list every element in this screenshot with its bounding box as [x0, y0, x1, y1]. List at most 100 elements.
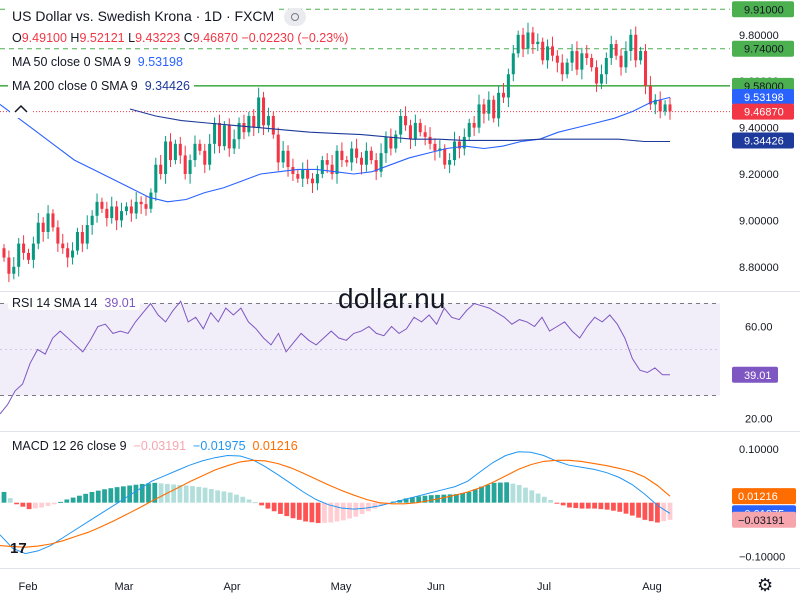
macd-bar: [629, 502, 635, 516]
macd-bar: [460, 493, 466, 503]
macd-bar: [598, 502, 604, 510]
macd-bar: [14, 502, 19, 505]
macd-bar: [284, 502, 290, 517]
candle: [497, 92, 501, 119]
candle: [330, 164, 334, 174]
macd-bar: [158, 483, 164, 503]
candle: [374, 160, 378, 172]
candle: [399, 116, 403, 135]
rsi-legend[interactable]: RSI 14 SMA 14 39.01: [8, 296, 140, 310]
candle: [66, 248, 70, 258]
candle: [359, 157, 364, 165]
candle: [105, 208, 109, 219]
macd-bar: [535, 493, 541, 503]
candle: [541, 41, 545, 61]
macd-bar: [45, 502, 51, 506]
candle: [482, 104, 486, 114]
macd-bar: [196, 486, 202, 503]
macd-bar: [227, 492, 233, 503]
candle: [257, 97, 261, 128]
time-tick-label: Jun: [427, 581, 445, 593]
candle: [658, 99, 662, 112]
macd-bar: [334, 502, 340, 522]
candle: [203, 150, 207, 165]
ma50-legend[interactable]: MA 50 close 0 SMA 9 9.53198: [8, 55, 187, 69]
candle: [462, 136, 466, 149]
watermark: dollar.nu: [338, 283, 446, 314]
level-badge-text: 9.74000: [744, 44, 784, 56]
candle: [555, 55, 559, 63]
macd-bar: [497, 482, 503, 503]
candle: [95, 201, 99, 216]
macd-bar: [585, 502, 591, 509]
macd-bar: [39, 502, 45, 508]
candle: [183, 155, 187, 174]
collapse-legend-button[interactable]: [10, 100, 32, 118]
macd-bar: [152, 482, 158, 503]
candle: [668, 104, 672, 112]
candle: [178, 143, 182, 156]
high-label: H: [70, 31, 80, 45]
macd-bar: [523, 487, 528, 503]
candle: [154, 164, 158, 193]
candle: [36, 222, 40, 244]
macd-bar: [246, 499, 252, 503]
candle: [413, 122, 417, 140]
macd-bar: [26, 502, 32, 510]
macd-bar: [315, 502, 321, 524]
macd-bar: [177, 484, 183, 503]
macd-bar: [667, 502, 673, 520]
candle: [453, 141, 457, 161]
tradingview-logo[interactable]: 17: [10, 540, 27, 557]
price-tick-label: 9.40000: [739, 123, 779, 135]
macd-bar: [108, 488, 114, 503]
macd-badge: [732, 488, 796, 505]
chevron-up-icon: [14, 104, 28, 113]
candle: [472, 122, 476, 128]
symbol-title[interactable]: US Dollar vs. Swedish Krona · 1D · FXCM: [8, 8, 279, 24]
eye-icon[interactable]: [284, 8, 307, 27]
candle: [306, 169, 310, 179]
macd-legend[interactable]: MACD 12 26 close 9 −0.03191 −0.01975 0.0…: [8, 439, 302, 453]
macd-bar: [516, 484, 522, 503]
macd-bar: [296, 502, 302, 520]
macd-bar: [58, 501, 63, 503]
macd-bar: [453, 494, 459, 503]
ma200-legend[interactable]: MA 200 close 0 SMA 9 9.34426: [8, 79, 194, 93]
macd-bar: [309, 502, 315, 523]
price-tick-label: 9.20000: [739, 169, 779, 181]
macd-bar: [466, 491, 472, 503]
symbol-header[interactable]: US Dollar vs. Swedish Krona · 1D · FXCM: [8, 8, 307, 27]
macd-bar: [190, 486, 195, 503]
candle: [663, 104, 667, 112]
candle: [408, 125, 412, 140]
candle: [364, 150, 368, 165]
high-value: 9.52121: [79, 31, 125, 45]
signal-line: [0, 459, 671, 548]
candle: [208, 143, 212, 165]
price-badge: [732, 132, 794, 149]
macd-tick-label: 0.10000: [739, 444, 779, 456]
candle: [71, 250, 75, 258]
macd-bar: [146, 483, 151, 503]
macd-bar: [83, 493, 89, 503]
candle: [629, 34, 633, 52]
candle: [134, 201, 138, 214]
rsi-badge-text: 39.01: [744, 370, 772, 382]
macd-bar: [541, 496, 547, 503]
price-tick-label: 8.80000: [739, 262, 779, 274]
candle: [335, 150, 339, 174]
macd-bar: [215, 490, 221, 503]
candle: [22, 243, 26, 253]
price-tick-label: 9.80000: [739, 30, 779, 42]
price-badge-text: 9.34426: [744, 136, 784, 148]
candle: [423, 132, 427, 137]
gear-icon[interactable]: ⚙: [757, 575, 774, 595]
level-badge: [732, 40, 794, 57]
macd-bar: [655, 502, 660, 523]
close-label: C: [183, 31, 193, 45]
candle: [159, 164, 163, 174]
candle: [262, 97, 266, 126]
macd-bar: [202, 487, 208, 503]
